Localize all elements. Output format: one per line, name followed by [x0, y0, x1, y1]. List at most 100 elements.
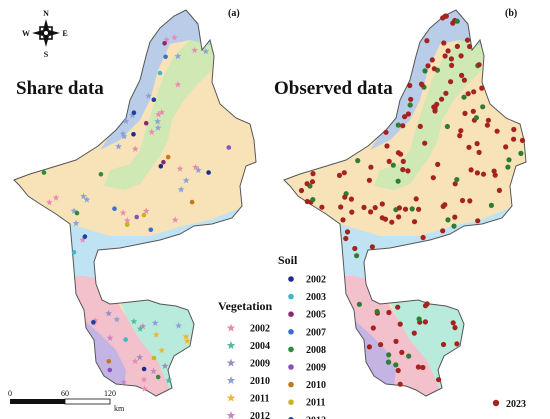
- legend-soil-marker: [288, 329, 294, 335]
- vegetation-point: [158, 346, 166, 354]
- observed-point: [374, 308, 380, 315]
- soil-point: [106, 359, 112, 364]
- observed-point: [397, 381, 403, 387]
- observed-point: [310, 197, 316, 203]
- observed-point: [413, 196, 419, 202]
- legend-soil: Soil 2002 2003 2005 2007 2008 2009 2010 2011 201…: [278, 253, 326, 419]
- observed-point: [448, 56, 454, 62]
- vegetation-point: [182, 176, 190, 184]
- observed-point: [474, 170, 480, 176]
- observed-point: [431, 104, 437, 110]
- soil-point: [134, 214, 139, 220]
- vegetation-point: [72, 219, 80, 227]
- observed-point: [480, 104, 486, 110]
- observed-point: [349, 209, 355, 215]
- observed-point: [454, 177, 460, 183]
- observed-point: [422, 319, 428, 325]
- vegetation-point: [119, 130, 127, 137]
- observed-point: [442, 13, 448, 19]
- observed-point: [336, 172, 343, 178]
- soil-point: [124, 222, 130, 227]
- vegetation-point: [52, 194, 60, 201]
- observed-point: [385, 359, 392, 365]
- observed-point: [372, 205, 378, 211]
- vegetation-point: [79, 236, 87, 243]
- observed-point: [454, 341, 460, 347]
- observed-point: [411, 219, 418, 225]
- legend-vegetation-title: Vegetation: [218, 299, 273, 313]
- observed-point: [396, 205, 402, 211]
- observed-point: [424, 38, 430, 44]
- legend-observed: 2023: [492, 399, 526, 410]
- soil-point: [91, 320, 96, 325]
- soil-point: [141, 212, 147, 218]
- soil-point: [123, 337, 128, 342]
- observed-point: [510, 136, 517, 142]
- observed-point: [397, 321, 403, 327]
- vegetation-point: [150, 367, 157, 375]
- observed-point: [419, 82, 425, 88]
- observed-point: [341, 170, 347, 176]
- vegetation-point: [136, 325, 144, 332]
- observed-point: [454, 43, 460, 50]
- observed-point: [459, 197, 466, 204]
- soil-point: [162, 41, 167, 46]
- observed-point: [454, 18, 460, 24]
- legend-soil-marker: [288, 346, 294, 353]
- legend-soil-title: Soil: [278, 253, 298, 267]
- vegetation-point: [139, 322, 147, 330]
- panel-a-sample-points: [41, 34, 232, 392]
- vegetation-point: [171, 216, 179, 223]
- panel-a-map: [13, 9, 257, 397]
- vegetation-point: [152, 331, 160, 338]
- observed-point: [430, 175, 436, 181]
- observed-point: [369, 244, 375, 250]
- observed-point: [485, 117, 491, 123]
- vegetation-point: [130, 317, 138, 325]
- observed-point: [366, 344, 372, 350]
- observed-point: [450, 20, 456, 26]
- legend-soil-year: 2009: [306, 363, 326, 374]
- observed-point: [468, 167, 474, 173]
- observed-point: [422, 140, 428, 146]
- observed-point: [443, 90, 449, 96]
- legend-vegetation-year: 2011: [250, 394, 269, 405]
- vegetation-point: [80, 192, 87, 200]
- observed-point: [467, 198, 473, 204]
- vegetation-point: [46, 198, 53, 206]
- vegetation-point: [105, 309, 113, 317]
- vegetation-point: [131, 145, 139, 152]
- observed-point: [400, 158, 406, 164]
- soil-point: [158, 164, 164, 169]
- observed-point: [511, 126, 517, 133]
- observed-point: [395, 304, 401, 310]
- observed-point: [458, 53, 464, 59]
- observed-point: [452, 181, 458, 187]
- legend-observed-year: 2023: [506, 399, 526, 410]
- observed-point: [442, 53, 448, 59]
- observed-point: [340, 217, 346, 223]
- observed-point: [368, 164, 374, 170]
- observed-point: [462, 110, 468, 116]
- panel-b-label: (b): [505, 8, 517, 19]
- observed-point: [436, 377, 442, 383]
- observed-point: [354, 253, 360, 259]
- observed-point: [442, 202, 448, 208]
- scale-bar: 0 60 120 km: [8, 389, 125, 413]
- panel-b-sample-points: [298, 13, 526, 387]
- observed-point: [425, 63, 431, 69]
- vegetation-point: [140, 376, 148, 383]
- observed-point: [457, 133, 463, 139]
- compass-e: E: [62, 29, 67, 38]
- observed-point: [393, 362, 399, 368]
- observed-point: [519, 137, 526, 143]
- observed-point: [461, 77, 467, 83]
- observed-point: [488, 202, 494, 208]
- observed-point: [407, 82, 413, 89]
- vegetation-point: [161, 362, 169, 369]
- vegetation-point: [148, 128, 156, 135]
- vegetation-point: [174, 81, 182, 88]
- observed-point: [344, 229, 351, 235]
- observed-point: [368, 209, 374, 215]
- soil-point: [131, 132, 136, 137]
